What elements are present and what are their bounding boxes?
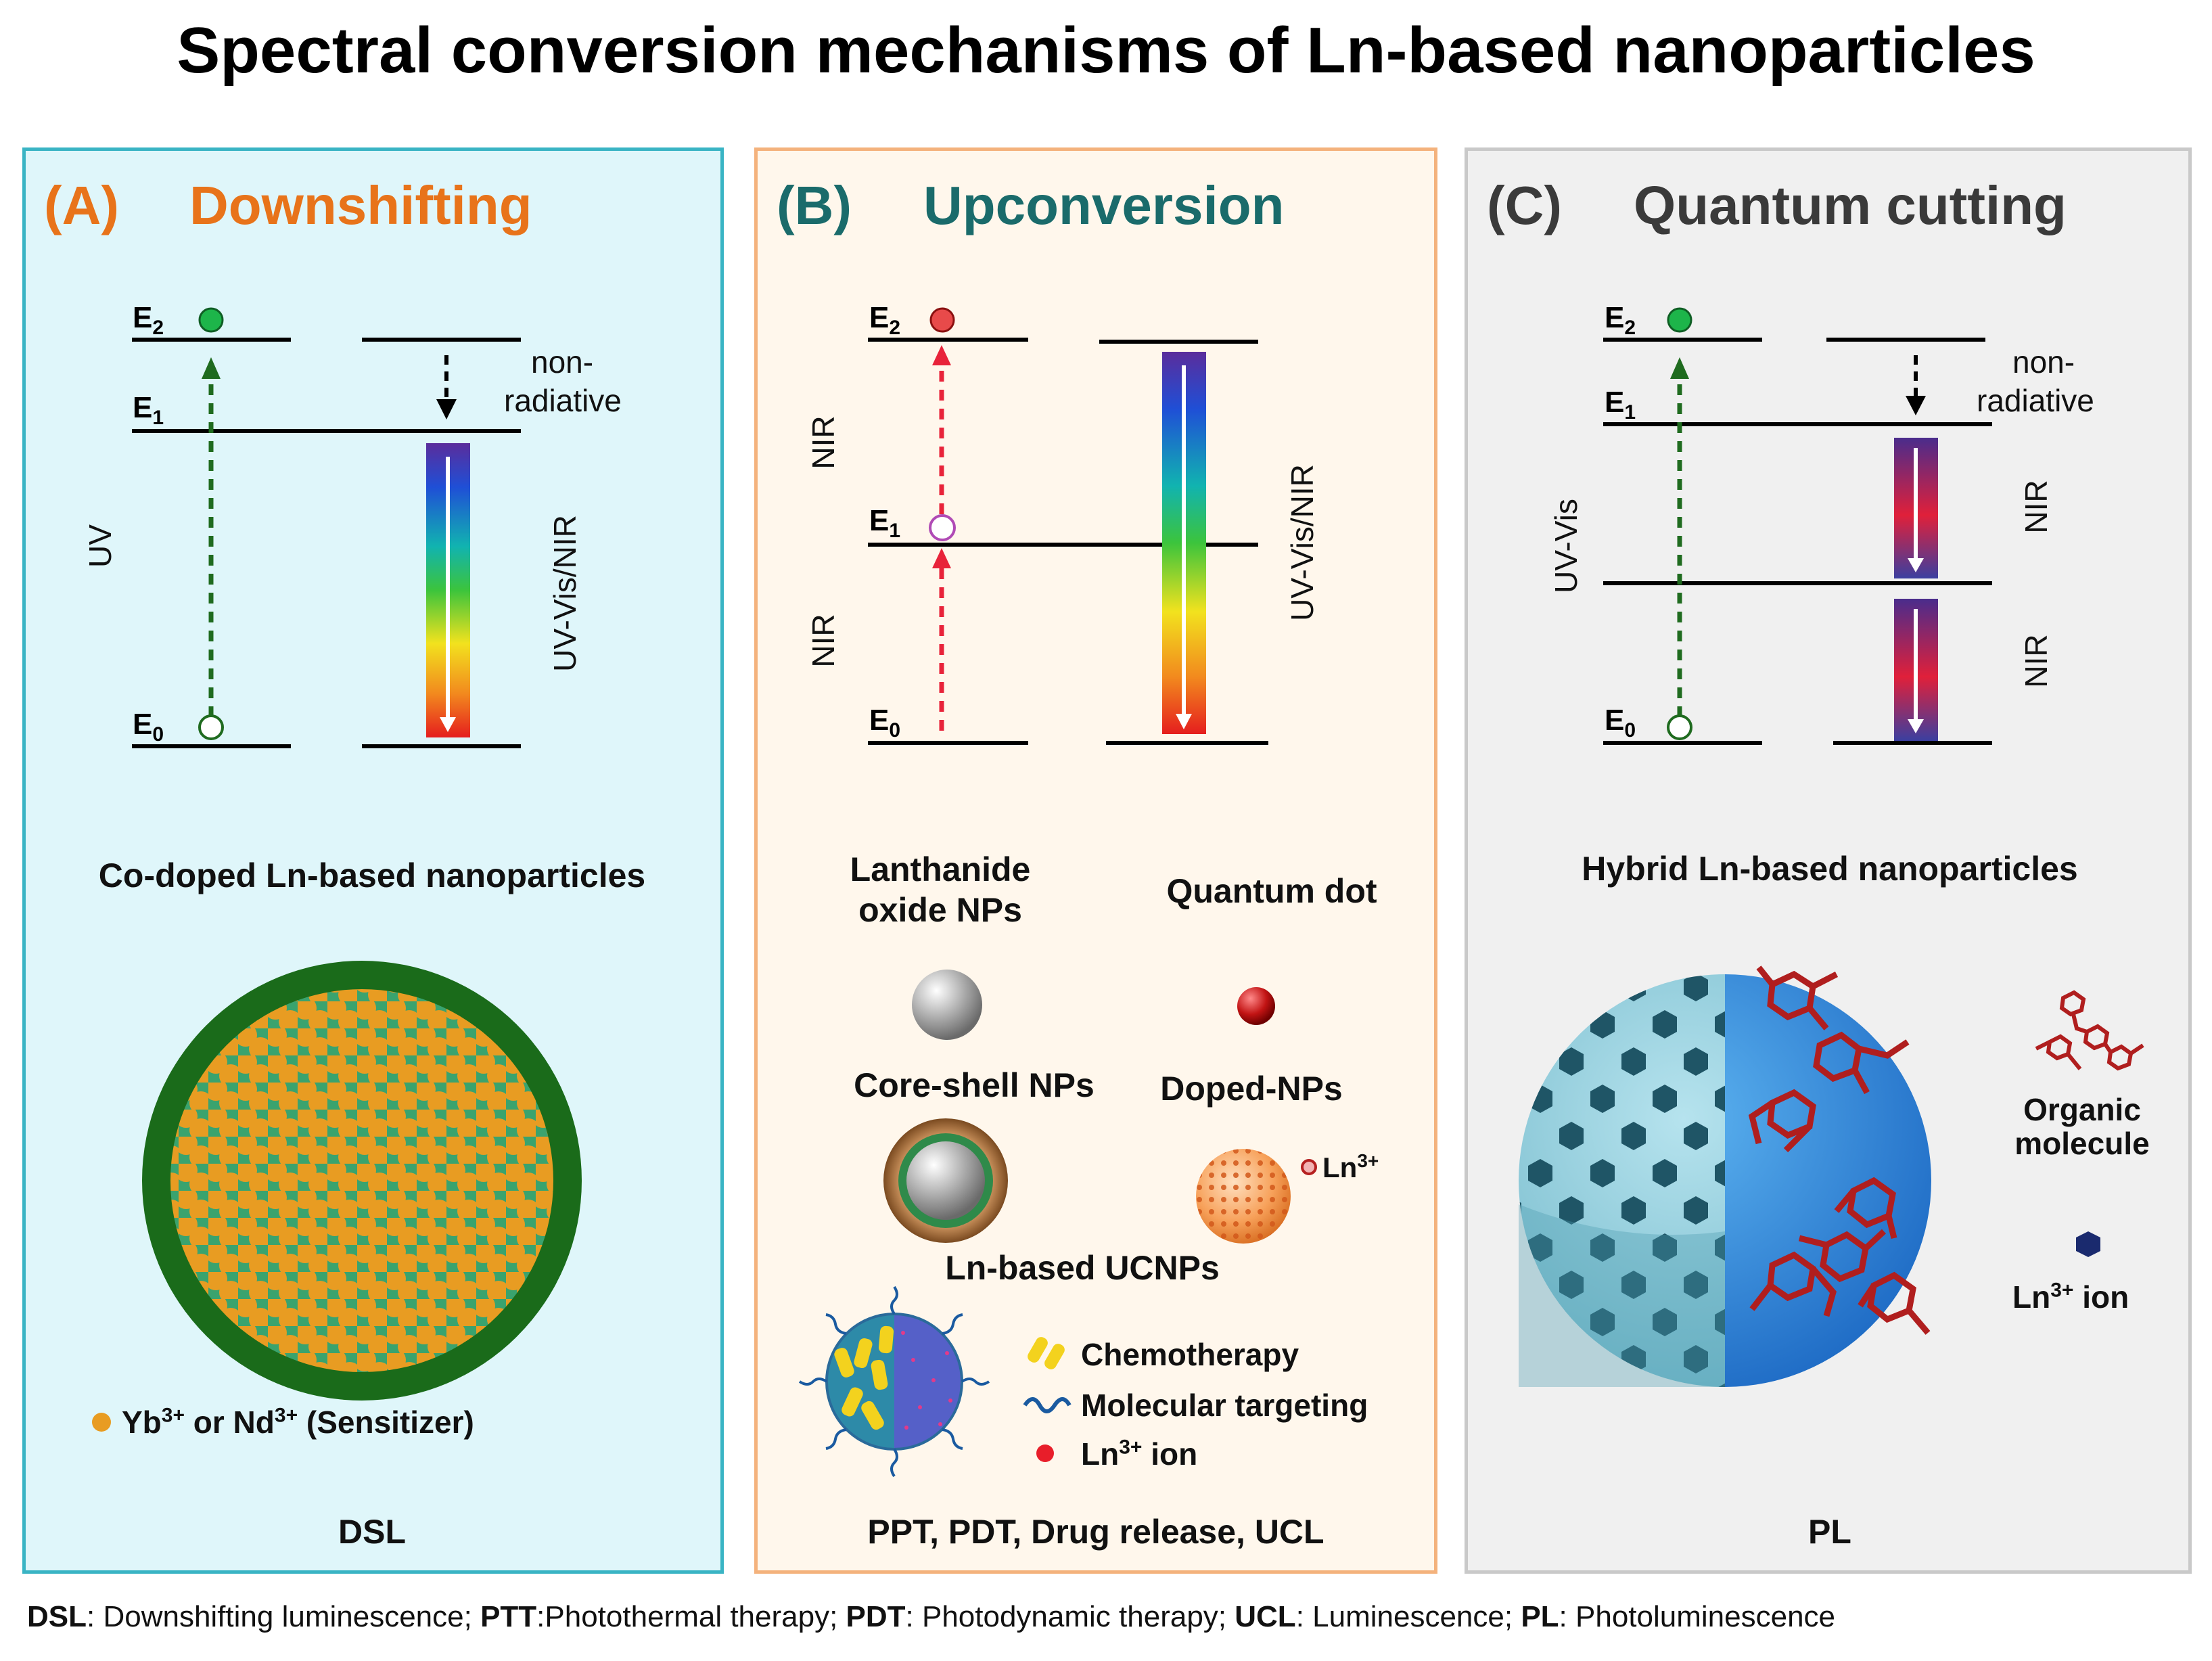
b-targeting-label: Molecular targeting bbox=[1081, 1388, 1368, 1423]
ln-ion-dot-icon bbox=[1301, 1159, 1317, 1175]
a-electron-ground bbox=[198, 714, 224, 740]
c-label-e2: E2 bbox=[1605, 301, 1636, 339]
a-label-e0: E0 bbox=[133, 708, 164, 746]
b-chemotherapy-label: Chemotherapy bbox=[1081, 1337, 1299, 1372]
c-nonradiative-label-2: radiative bbox=[1977, 383, 2094, 418]
abbreviation-footnote: DSL: Downshifting luminescence; PTT:Phot… bbox=[27, 1600, 1836, 1633]
b-label-e2: E2 bbox=[869, 301, 901, 339]
quantum-dot-icon bbox=[1237, 987, 1275, 1025]
a-nonradiative-label-1: non- bbox=[531, 344, 594, 380]
b-electron-e1 bbox=[929, 514, 956, 541]
c-label-e0: E0 bbox=[1605, 704, 1636, 742]
panel-c-letter: (C) bbox=[1487, 175, 1563, 235]
c-subtitle: Hybrid Ln-based nanoparticles bbox=[1582, 850, 2078, 888]
sensitizer-legend-label: Yb3+ or Nd3+ (Sensitizer) bbox=[122, 1404, 474, 1440]
b-label-e1: E1 bbox=[869, 504, 901, 542]
molecular-targeting-icon bbox=[1023, 1397, 1072, 1413]
b-nir-upper-label: NIR bbox=[806, 415, 841, 470]
c-nonradiative-arrow-head bbox=[1906, 396, 1926, 415]
lanthanide-oxide-sphere-icon bbox=[912, 970, 982, 1040]
c-uv-vis-label: UV-Vis bbox=[1548, 499, 1584, 593]
b-emission-arrow-head bbox=[1176, 714, 1192, 729]
a-uv-label: UV bbox=[83, 524, 118, 568]
a-emission-label: UV-Vis/NIR bbox=[547, 515, 582, 672]
b-ion-legend-label: Ln3+ ion bbox=[1081, 1436, 1198, 1472]
b-nir-lower-label: NIR bbox=[806, 614, 841, 668]
c-nir-upper-label: NIR bbox=[2019, 480, 2054, 534]
chemotherapy-icon bbox=[1028, 1337, 1065, 1369]
core-shell-np-icon bbox=[883, 1118, 1008, 1243]
panel-b-energy-diagram bbox=[868, 307, 1268, 745]
a-bottom-label: DSL bbox=[338, 1513, 406, 1551]
b-label-e0: E0 bbox=[869, 704, 901, 742]
c-nonradiative-label-1: non- bbox=[2012, 344, 2075, 380]
b-ucnps-label: Ln-based UCNPs bbox=[945, 1249, 1220, 1287]
b-doped-np-label: Doped-NPs bbox=[1160, 1070, 1343, 1108]
np-core-dots bbox=[170, 989, 553, 1372]
panel-a-heading: Downshifting bbox=[189, 175, 532, 235]
c-label-e1: E1 bbox=[1605, 386, 1636, 424]
c-ion-legend-label: Ln3+ ion bbox=[2012, 1279, 2129, 1315]
panel-b-heading: Upconversion bbox=[923, 175, 1285, 235]
figure-title: Spectral conversion mechanisms of Ln-bas… bbox=[177, 14, 2035, 87]
ln-ion-hexagon-icon bbox=[2076, 1231, 2100, 1257]
panel-c-energy-diagram bbox=[1603, 307, 1992, 745]
c-excitation-arrow-head bbox=[1670, 357, 1689, 379]
a-nonradiative-arrow-head bbox=[436, 399, 457, 419]
c-bottom-label: PL bbox=[1808, 1513, 1851, 1551]
doped-np-icon bbox=[1196, 1149, 1291, 1244]
b-bottom-label: PPT, PDT, Drug release, UCL bbox=[867, 1513, 1324, 1551]
ucnp-therapy-particle-icon bbox=[798, 1285, 990, 1478]
co-doped-nanoparticle bbox=[142, 961, 582, 1401]
organic-molecules-on-np bbox=[1748, 965, 1931, 1335]
panel-b-letter: (B) bbox=[777, 175, 852, 235]
b-core-shell-label: Core-shell NPs bbox=[854, 1066, 1095, 1104]
b-emission-label: UV-Vis/NIR bbox=[1285, 464, 1320, 621]
b-excitation-head-upper bbox=[932, 345, 951, 365]
c-electron-ground bbox=[1667, 714, 1692, 740]
hybrid-nanoparticle bbox=[1519, 965, 1931, 1387]
c-electron-excited bbox=[1667, 307, 1692, 333]
panel-c-heading: Quantum cutting bbox=[1634, 175, 2067, 235]
b-lanthanide-oxide-label: Lanthanide oxide NPs bbox=[850, 850, 1031, 929]
a-label-e1: E1 bbox=[133, 391, 164, 429]
a-subtitle: Co-doped Ln-based nanoparticles bbox=[98, 857, 646, 894]
a-emission-arrow-head bbox=[440, 717, 456, 732]
a-label-e2: E2 bbox=[133, 301, 164, 339]
a-electron-excited bbox=[198, 307, 224, 333]
b-quantum-dot-label: Quantum dot bbox=[1166, 872, 1377, 910]
c-organic-molecule-label: Organic molecule bbox=[2014, 1092, 2150, 1161]
a-excitation-arrow-head bbox=[202, 357, 221, 379]
c-nir-lower-label: NIR bbox=[2019, 634, 2054, 688]
a-nonradiative-label-2: radiative bbox=[504, 383, 622, 418]
b-ln-ion-label: Ln3+ bbox=[1322, 1150, 1379, 1183]
panel-a-energy-diagram bbox=[132, 307, 521, 748]
b-electron-e2 bbox=[929, 307, 955, 333]
panel-a-letter: (A) bbox=[44, 175, 120, 235]
organic-molecule-legend-icon bbox=[2035, 990, 2144, 1071]
sensitizer-legend-dot bbox=[92, 1413, 111, 1432]
ln-ion-legend-icon bbox=[1036, 1444, 1054, 1462]
b-excitation-head-lower bbox=[932, 548, 951, 568]
